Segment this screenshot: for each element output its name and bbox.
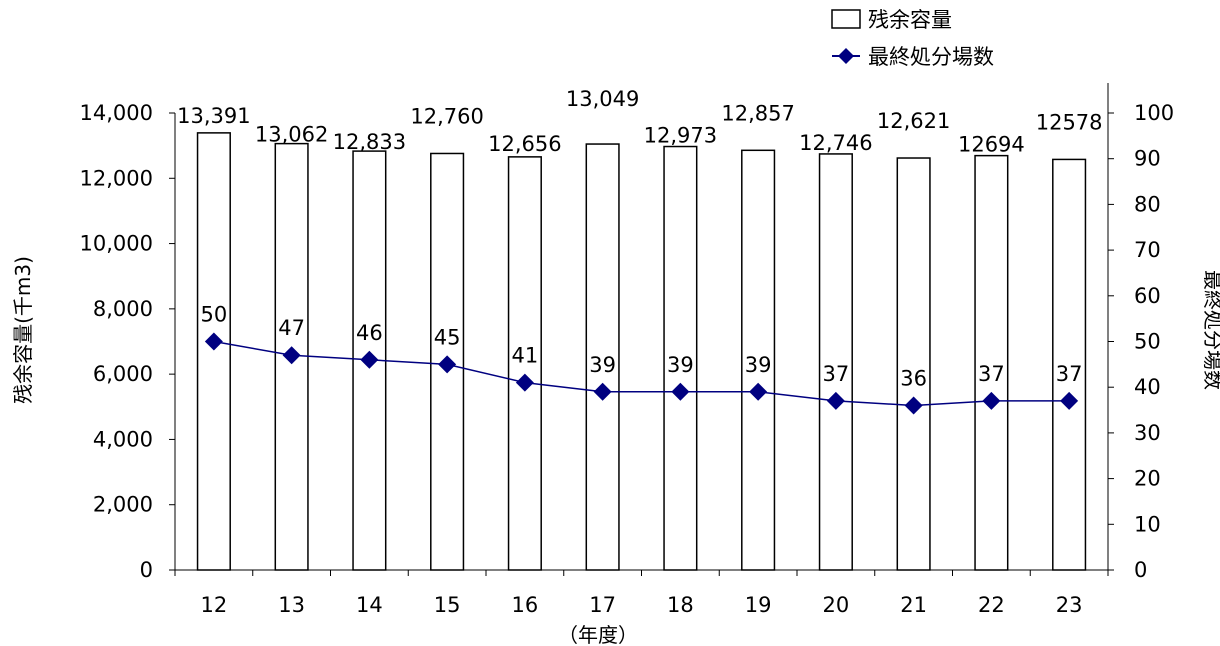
bar-data-label: 13,049 [566,87,639,111]
x-tick-label: 14 [356,593,383,617]
x-tick-label: 12 [201,593,228,617]
line-data-label: 37 [823,362,850,386]
x-tick-label: 23 [1056,593,1083,617]
bar-data-label: 12,760 [410,104,483,128]
line-marker [593,382,612,401]
x-tick-label: 19 [745,593,772,617]
bar [818,153,853,571]
x-tick-label: 16 [512,593,539,617]
right-y-tick-label: 0 [1134,558,1147,582]
right-y-tick-label: 90 [1134,147,1161,171]
left-y-tick-label: 14,000 [80,101,153,125]
left-y-tick-labels: 0 2,000 4,000 6,000 8,000 10,000 12,000 14,000 [80,101,153,582]
x-tick-label: 17 [589,593,616,617]
x-tick-label: 21 [900,593,927,617]
right-y-axis-title: 最終処分場数 [1201,270,1220,390]
bar-data-label: 12,656 [488,132,561,156]
line-marker [515,373,534,392]
bar [1052,158,1087,571]
line-marker [282,346,301,365]
line-marker [204,332,223,351]
right-y-tick-label: 80 [1134,192,1161,216]
right-y-tick-labels: 0 10 20 30 40 50 60 70 80 90 100 [1134,101,1174,582]
line-marker [438,355,457,374]
left-y-tick-label: 10,000 [80,232,153,256]
line-data-label: 37 [1056,362,1083,386]
bar-data-label: 13,062 [255,123,328,147]
bar-data-label: 12,857 [721,101,794,125]
left-y-tick-label: 12,000 [80,166,153,190]
x-tick-label: 13 [278,593,305,617]
legend-line-label: 最終処分場数 [868,45,994,69]
left-y-tick-label: 0 [140,558,153,582]
line-data-label: 50 [201,303,228,327]
right-y-tick-label: 10 [1134,512,1161,536]
x-tick-labels: 12 13 14 15 16 17 18 19 20 21 22 23 [201,593,1083,617]
bar [585,143,620,571]
line-marker [1060,391,1079,410]
bar [663,145,698,571]
line-marker [982,391,1001,410]
bar-data-label: 13,391 [177,104,250,128]
bar [196,132,231,571]
x-tick-label: 18 [667,593,694,617]
line-series [204,332,1079,415]
bar [974,154,1009,571]
legend: 残余容量 最終処分場数 [831,8,994,69]
legend-marker-icon [838,48,854,64]
left-y-tick-label: 2,000 [93,493,153,517]
right-y-tick-label: 40 [1134,375,1161,399]
line-data-label: 39 [667,353,694,377]
left-y-tick-label: 4,000 [93,427,153,451]
bar-data-label: 12578 [1036,110,1103,134]
axes [169,83,1114,576]
bar [741,149,776,571]
bar-series [196,132,1087,571]
legend-bar-label: 残余容量 [868,8,952,32]
x-tick-label: 20 [823,593,850,617]
x-tick-label: 22 [978,593,1005,617]
line-marker [826,391,845,410]
line-marker [749,382,768,401]
left-y-tick-label: 8,000 [93,297,153,321]
line-path [213,340,1070,407]
left-y-axis-title: 残余容量(千m3) [11,256,35,404]
x-axis-title: （年度） [558,623,638,646]
right-y-tick-label: 20 [1134,467,1161,491]
bar-data-label: 12,833 [333,130,406,154]
bar-data-label: 12,746 [799,131,872,155]
line-marker [360,350,379,369]
right-y-tick-label: 100 [1134,101,1174,125]
line-data-labels: 50 47 46 45 41 39 39 39 37 36 37 37 [201,303,1083,391]
line-data-label: 39 [745,353,772,377]
right-y-tick-label: 50 [1134,330,1161,354]
x-tick-label: 15 [434,593,461,617]
legend-bar-swatch [831,9,861,29]
line-marker [671,382,690,401]
bar [507,156,542,571]
line-data-label: 47 [278,316,305,340]
bar-data-label: 12,621 [877,109,950,133]
line-data-label: 45 [434,325,461,349]
line-data-label: 39 [589,353,616,377]
line-data-label: 41 [512,344,539,368]
line-data-label: 36 [900,366,927,390]
left-y-tick-label: 6,000 [93,362,153,386]
bar [896,157,931,571]
line-marker [904,396,923,415]
right-y-tick-label: 60 [1134,284,1161,308]
right-y-tick-label: 30 [1134,421,1161,445]
line-data-label: 46 [356,321,383,345]
line-data-label: 37 [978,362,1005,386]
bar-data-label: 12694 [958,133,1025,157]
right-y-tick-label: 70 [1134,238,1161,262]
bar-data-label: 12,973 [644,124,717,148]
